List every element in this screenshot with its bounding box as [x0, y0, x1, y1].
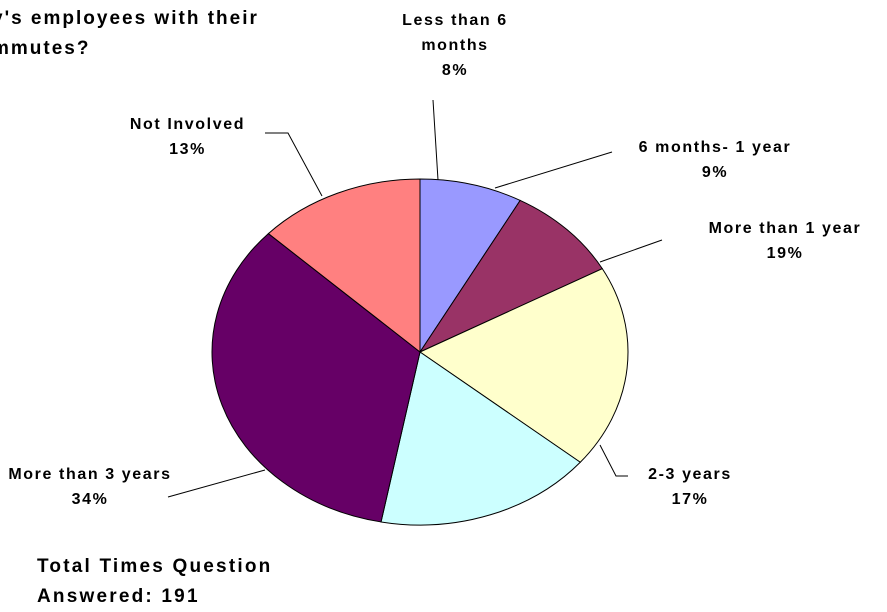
pie-slice — [418, 268, 629, 463]
pie-slice — [211, 232, 421, 523]
category-label: Less than 6 months — [402, 12, 508, 54]
value-label: 17% — [671, 491, 709, 508]
slice-label: 2-3 years 17% — [620, 462, 760, 512]
value-label: 19% — [766, 245, 804, 262]
leader-line — [432, 99, 439, 181]
category-label: Not Involved — [129, 116, 246, 133]
leader-line — [265, 132, 323, 197]
leader-line — [599, 444, 628, 477]
chart-title: mmutes? — [0, 38, 91, 59]
value-label: 9% — [701, 164, 729, 181]
pie-slice — [380, 351, 582, 526]
leader-line — [494, 151, 613, 189]
pie-slice — [419, 178, 521, 354]
category-label: More than 1 year — [708, 220, 862, 237]
pie-slice — [418, 199, 604, 354]
leader-lines — [167, 99, 663, 498]
value-label: 8% — [441, 62, 469, 79]
slice-label: 6 months- 1 year 9% — [600, 135, 830, 185]
leader-line — [599, 239, 663, 263]
category-label: 2-3 years — [648, 466, 732, 483]
slice-label: Not Involved 13% — [110, 112, 265, 162]
slice-label: Less than 6 months 8% — [385, 8, 525, 83]
leader-line — [167, 469, 266, 498]
category-label: More than 3 years — [8, 466, 172, 483]
slice-label: More than 1 year 19% — [670, 216, 887, 266]
chart-title: y's employees with their — [0, 8, 259, 29]
value-label: 13% — [169, 141, 206, 158]
value-label: 34% — [71, 491, 109, 508]
pie-slice — [267, 178, 421, 354]
note: Total Times Question Answered: 191 — [37, 556, 273, 607]
slice-label: More than 3 years 34% — [0, 462, 180, 512]
pie — [211, 178, 629, 526]
category-label: 6 months- 1 year — [638, 139, 792, 156]
